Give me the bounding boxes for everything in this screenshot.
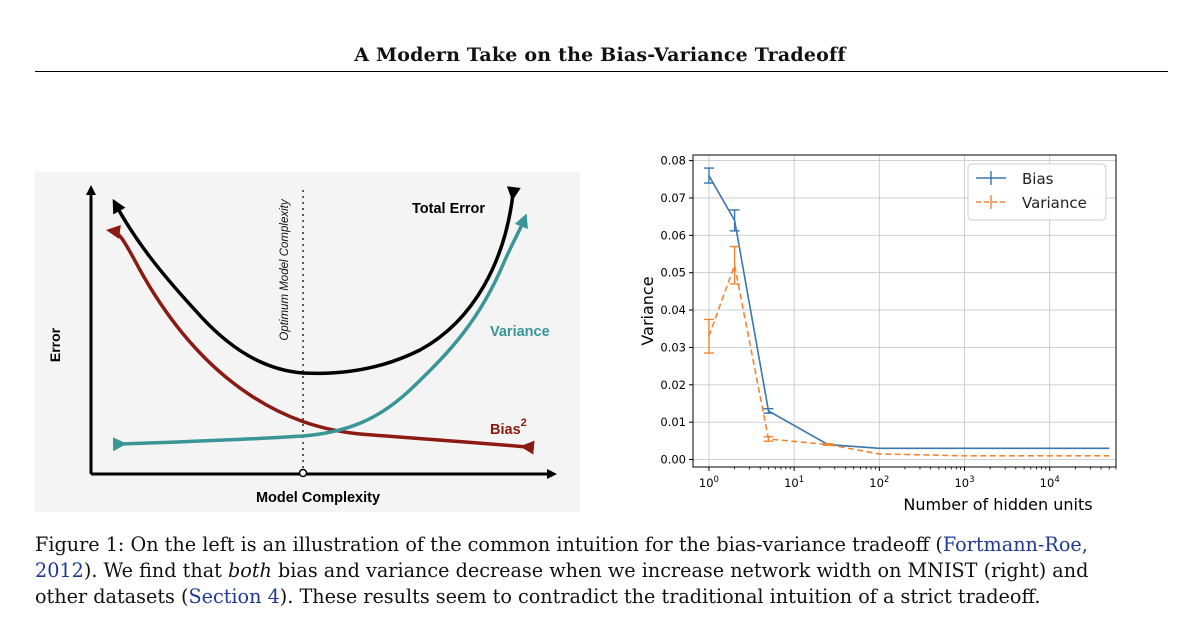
figure-caption: Figure 1: On the left is an illustration… bbox=[35, 532, 1168, 610]
page-running-title: A Modern Take on the Bias-Variance Trade… bbox=[354, 44, 846, 66]
variance-label: Variance bbox=[490, 324, 550, 340]
y-tick-label: 0.08 bbox=[660, 154, 686, 168]
right-chart: 0.00 0.01 0.02 0.03 0.04 0.05 0.06 0.07 0.08 100 1… bbox=[638, 154, 1117, 514]
citation-link-fortmann-roe[interactable]: Fortmann-Roe, bbox=[942, 533, 1088, 556]
left-illustration: Error Model Complexity Optimum Model Com… bbox=[35, 172, 580, 512]
legend-variance-label: Variance bbox=[1022, 194, 1087, 212]
title-rule bbox=[35, 71, 1168, 72]
right-y-axis-label: Variance bbox=[638, 276, 657, 345]
x-tick-label: 101 bbox=[784, 475, 804, 490]
variance-curve bbox=[112, 213, 528, 452]
y-tick-label: 0.02 bbox=[660, 378, 686, 392]
caption-text: other datasets ( bbox=[35, 585, 189, 608]
y-tick-label: 0.00 bbox=[660, 453, 686, 467]
variance-errorbar bbox=[703, 318, 714, 354]
variance-errorbar bbox=[823, 443, 834, 447]
y-tick-label: 0.07 bbox=[660, 191, 686, 205]
plot-frame bbox=[692, 154, 1117, 468]
bias-series-line bbox=[708, 175, 1110, 450]
bias-errorbar bbox=[729, 209, 740, 232]
y-tick-label: 0.01 bbox=[660, 415, 686, 429]
caption-text: ). We find that bbox=[83, 559, 228, 582]
legend-bias-label: Bias bbox=[1022, 170, 1054, 188]
x-tick-label: 103 bbox=[954, 475, 974, 490]
optimum-marker bbox=[298, 468, 308, 478]
bias-label-superscript: 2 bbox=[521, 417, 527, 429]
bias-label: Bias2 bbox=[490, 417, 527, 438]
caption-line-3: other datasets (Section 4). These result… bbox=[35, 584, 1168, 610]
grid-layer bbox=[693, 155, 1116, 467]
variance-series-line bbox=[708, 262, 1110, 457]
caption-line-2: 2012). We find that both bias and varian… bbox=[35, 558, 1168, 584]
caption-text: ). These results seem to contradict the … bbox=[279, 585, 1041, 608]
series-layer bbox=[703, 167, 1110, 457]
variance-errorbar bbox=[763, 436, 774, 442]
bias-errorbar bbox=[763, 408, 774, 414]
caption-emphasis: both bbox=[228, 559, 272, 582]
caption-text: bias and variance decrease when we incre… bbox=[271, 559, 1089, 582]
caption-text: Figure 1: On the left is an illustration… bbox=[35, 533, 943, 556]
bias-label-text: Bias bbox=[490, 422, 521, 438]
citation-link-year[interactable]: 2012 bbox=[35, 559, 84, 582]
total-error-label: Total Error bbox=[412, 201, 485, 217]
bias-errorbar bbox=[703, 167, 714, 184]
variance-errorbar bbox=[729, 245, 740, 285]
y-tick-label: 0.06 bbox=[660, 228, 686, 242]
legend: Bias Variance bbox=[967, 163, 1107, 221]
optimum-complexity-label: Optimum Model Complexity bbox=[279, 198, 291, 340]
section-link[interactable]: Section 4 bbox=[188, 585, 280, 608]
left-x-axis-label: Model Complexity bbox=[256, 490, 380, 506]
y-tick-label: 0.03 bbox=[660, 340, 686, 354]
x-tick-label: 100 bbox=[699, 475, 719, 490]
right-x-axis-label: Number of hidden units bbox=[903, 495, 1092, 514]
x-tick-label: 102 bbox=[869, 475, 889, 490]
left-y-axis-label: Error bbox=[47, 327, 63, 362]
y-tick-label: 0.04 bbox=[660, 303, 686, 317]
y-tick-label: 0.05 bbox=[660, 266, 686, 280]
caption-line-1: Figure 1: On the left is an illustration… bbox=[35, 532, 1168, 558]
left-figure-background bbox=[35, 172, 580, 512]
x-tick-label: 104 bbox=[1040, 475, 1060, 490]
tick-layer: 0.00 0.01 0.02 0.03 0.04 0.05 0.06 0.07 0.08 100 1… bbox=[660, 154, 1117, 490]
